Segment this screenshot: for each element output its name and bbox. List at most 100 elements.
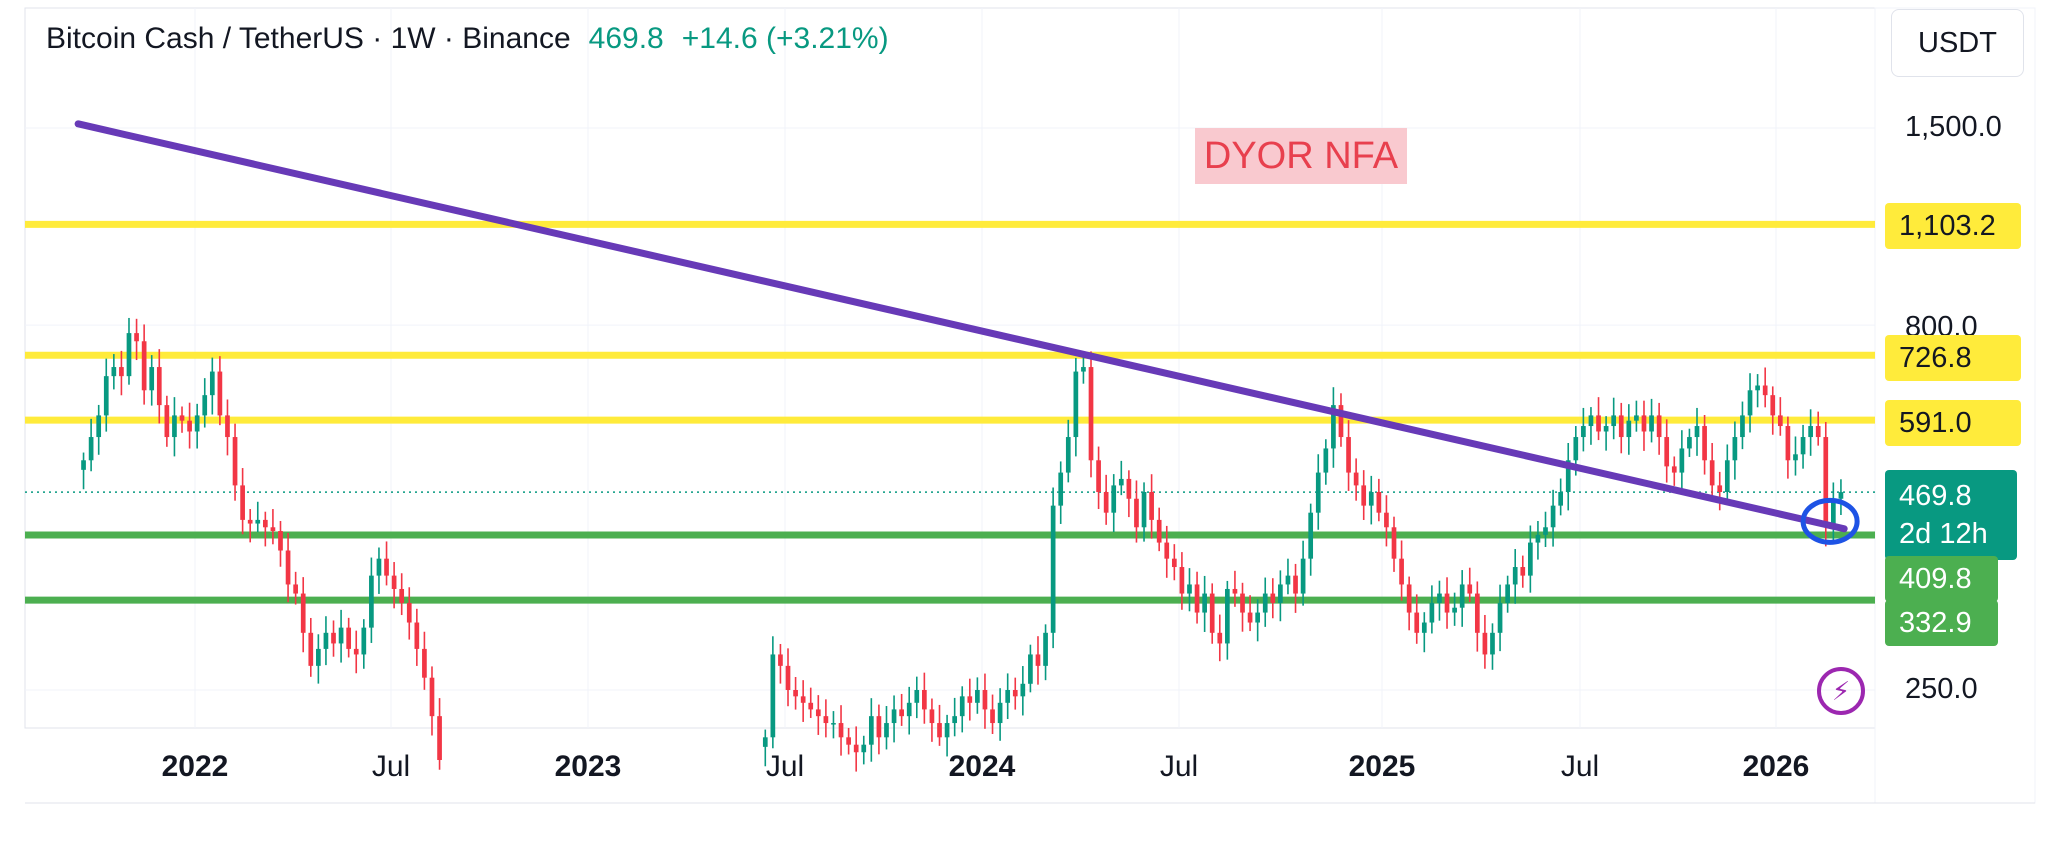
candle-body — [929, 709, 935, 724]
candle-body — [1406, 584, 1412, 613]
candle-body — [1081, 367, 1086, 372]
candle-body — [1217, 632, 1223, 644]
current-price-value: 469.8 — [1899, 480, 1972, 512]
time-axis-label: 2026 — [1742, 750, 1810, 783]
candle-body — [278, 531, 283, 551]
candle-body — [1005, 690, 1011, 703]
candle-body — [172, 415, 177, 438]
candle-body — [1270, 593, 1276, 603]
currency-button[interactable]: USDT — [1891, 9, 2024, 77]
candle-body — [1808, 426, 1813, 438]
candle-body — [422, 648, 427, 678]
candle-body — [164, 405, 170, 438]
candle-body — [770, 654, 776, 738]
candle-body — [937, 723, 942, 738]
candle-body — [1452, 607, 1457, 613]
candle-body — [853, 744, 859, 753]
chart-grid — [24, 7, 2036, 804]
candle-body — [1528, 542, 1533, 576]
candle-body — [179, 415, 185, 421]
candle-body — [285, 550, 291, 585]
candle-body — [1103, 491, 1109, 513]
candle-body — [1474, 593, 1480, 633]
candle-body — [1255, 612, 1261, 623]
candle-body — [353, 648, 359, 655]
candle-body — [361, 627, 367, 655]
candle-body — [1626, 420, 1632, 438]
candle-body — [1596, 415, 1601, 432]
candle-body — [270, 527, 276, 532]
candle-body — [1323, 448, 1329, 473]
highlight-circle — [1800, 497, 1860, 545]
candle-body — [922, 690, 927, 710]
candle-body — [1308, 512, 1314, 559]
candle-body — [846, 737, 851, 745]
candle-body — [1762, 385, 1768, 396]
candle-body — [1179, 567, 1185, 594]
candle-body — [1717, 485, 1723, 492]
candle-body — [1232, 588, 1238, 594]
candle-body — [1331, 405, 1336, 449]
candle-body — [1065, 437, 1071, 473]
candle-body — [187, 420, 192, 432]
bar-countdown: 2d 12h — [1899, 518, 1988, 550]
candle-body — [823, 716, 829, 724]
candle-body — [1565, 460, 1571, 492]
candle-body — [1740, 415, 1745, 438]
candle-body — [1656, 415, 1662, 438]
candle-body — [1118, 478, 1124, 486]
candle-body — [1126, 478, 1132, 499]
candle-body — [1043, 632, 1048, 666]
candle-body — [1171, 558, 1177, 568]
candle-body — [1815, 426, 1821, 438]
candle-body — [346, 627, 352, 649]
candle-body — [778, 654, 783, 666]
candle-body — [1028, 654, 1033, 684]
candle-body — [88, 437, 94, 461]
candle-body — [1459, 584, 1465, 608]
symbol-title: Bitcoin Cash / TetherUS · 1W · Binance — [46, 22, 571, 55]
candle-body — [1618, 415, 1624, 438]
level-tag-591: 591.0 — [1885, 400, 2021, 446]
candle-body — [1770, 395, 1776, 416]
candle-body — [1649, 415, 1654, 432]
candle-body — [308, 632, 314, 666]
candle-body — [81, 460, 86, 470]
candle-body — [815, 709, 821, 717]
candle-body — [1262, 593, 1268, 613]
candle-body — [1338, 405, 1344, 438]
candle-body — [762, 737, 768, 747]
candle-body — [1429, 602, 1435, 623]
candle-body — [785, 665, 791, 690]
time-axis-label: 2025 — [1348, 750, 1416, 783]
level-tag-1103: 1,103.2 — [1885, 203, 2021, 249]
candle-body — [1512, 567, 1518, 585]
candle-body — [1050, 505, 1056, 633]
candle-body — [891, 709, 897, 724]
lightning-bolt-icon[interactable]: ⚡ — [1817, 667, 1865, 715]
candle-body — [391, 575, 397, 589]
candle-body — [293, 584, 298, 594]
candle-body — [141, 341, 147, 391]
candle-body — [1581, 426, 1586, 438]
candle-body — [376, 558, 382, 576]
candle-body — [1209, 593, 1215, 633]
candle-body — [1732, 437, 1738, 461]
descending-trendline — [74, 120, 1848, 533]
candle-body — [959, 696, 965, 717]
candle-body — [1376, 491, 1382, 513]
candle-body — [884, 723, 889, 738]
candle-body — [399, 588, 405, 603]
candle-body — [838, 723, 844, 738]
candle-body — [232, 437, 238, 486]
candle-body — [1550, 505, 1556, 528]
candle-body — [300, 593, 306, 633]
candle-body — [406, 602, 412, 623]
candle-body — [384, 558, 389, 576]
candles-group — [81, 317, 1844, 772]
candle-body — [1134, 498, 1139, 528]
candle-body — [1747, 390, 1753, 416]
candle-body — [944, 723, 950, 738]
candle-body — [1709, 460, 1715, 486]
